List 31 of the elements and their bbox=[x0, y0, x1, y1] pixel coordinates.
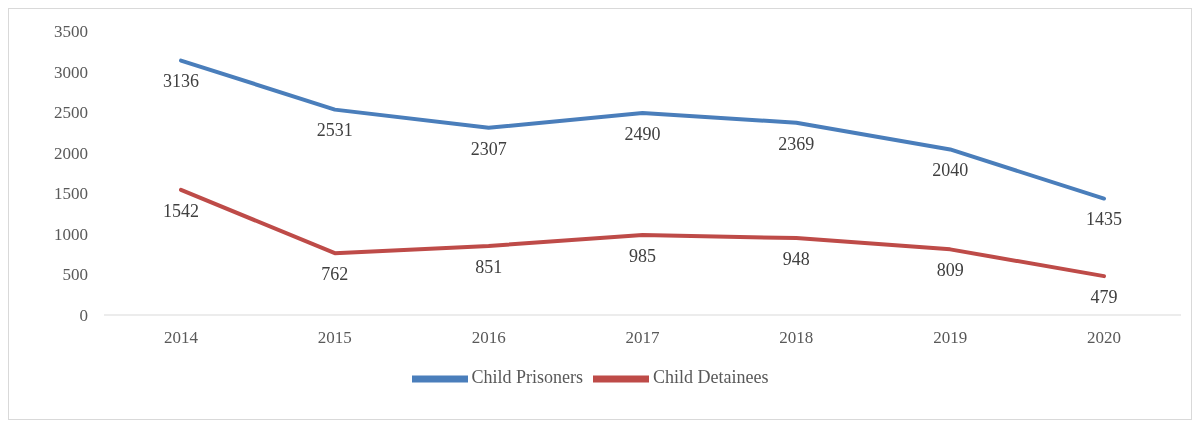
x-tick-label: 2019 bbox=[933, 328, 968, 348]
legend-label: Child Detainees bbox=[653, 367, 769, 388]
data-label: 2307 bbox=[470, 138, 507, 159]
x-tick-label: 2020 bbox=[1087, 328, 1121, 348]
y-tick-label: 1500 bbox=[54, 184, 88, 204]
data-label: 948 bbox=[782, 248, 810, 269]
x-tick-label: 2014 bbox=[164, 328, 199, 348]
data-label: 2490 bbox=[624, 123, 661, 144]
data-label: 985 bbox=[629, 245, 656, 266]
y-tick-label: 1000 bbox=[54, 224, 88, 244]
y-tick-label: 3000 bbox=[54, 62, 88, 82]
y-tick-label: 0 bbox=[79, 306, 88, 326]
data-label: 3136 bbox=[163, 71, 199, 92]
x-tick-label: 2018 bbox=[779, 328, 814, 348]
y-tick-label: 2000 bbox=[54, 143, 88, 163]
y-tick-label: 3500 bbox=[54, 22, 88, 42]
data-label: 762 bbox=[321, 263, 349, 284]
data-label: 851 bbox=[475, 256, 503, 277]
y-tick-label: 2500 bbox=[54, 103, 88, 123]
data-label: 809 bbox=[936, 260, 964, 281]
x-tick-label: 2017 bbox=[625, 328, 660, 348]
x-tick-label: 2015 bbox=[317, 328, 352, 348]
data-label: 2369 bbox=[778, 133, 815, 154]
data-label: 1435 bbox=[1086, 209, 1122, 230]
x-tick-label: 2016 bbox=[471, 328, 506, 348]
data-label: 2531 bbox=[316, 120, 353, 141]
y-tick-label: 500 bbox=[62, 265, 88, 285]
legend-label: Child Prisoners bbox=[471, 367, 584, 388]
data-label: 2040 bbox=[932, 160, 969, 181]
data-label: 479 bbox=[1090, 286, 1118, 307]
data-label: 1542 bbox=[163, 200, 199, 221]
